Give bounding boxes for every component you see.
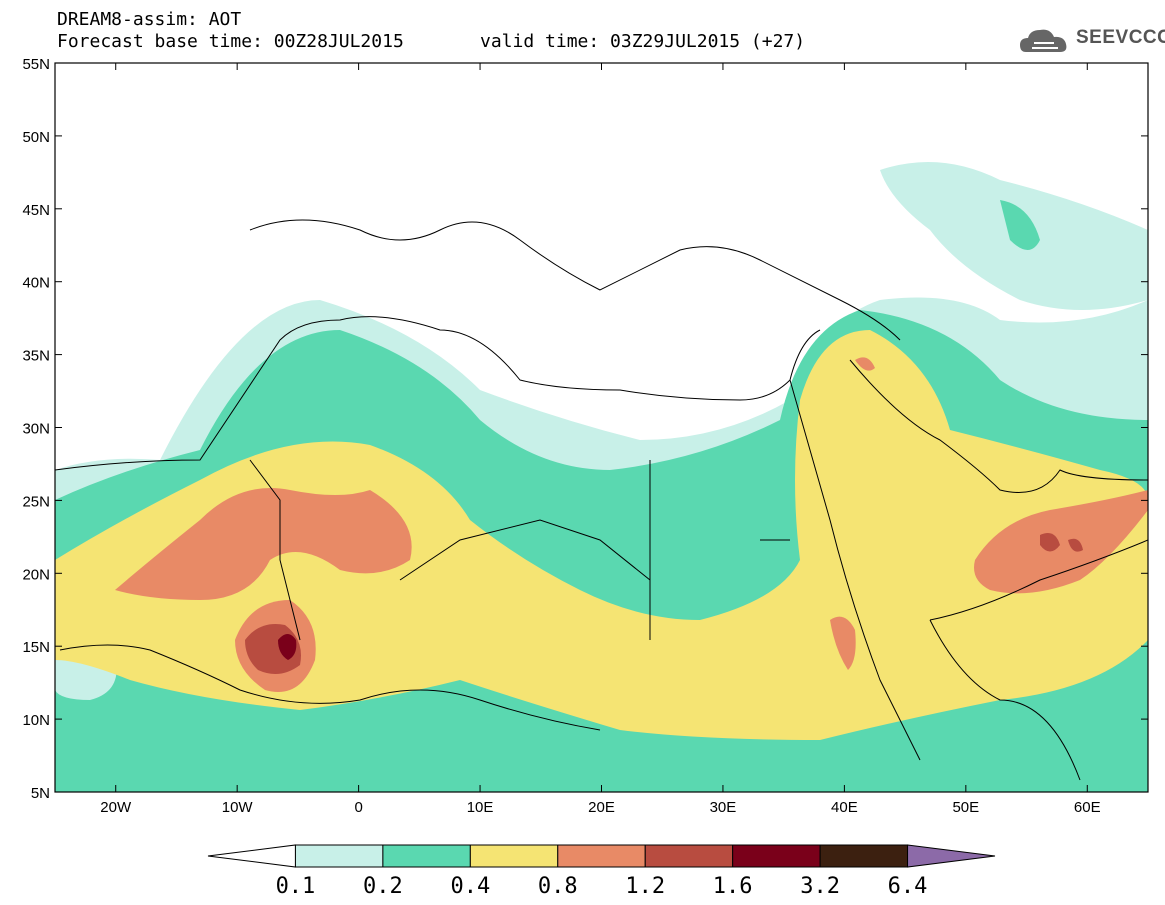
valid-time: valid time: 03Z29JUL2015 (+27) — [480, 31, 806, 52]
lat-label: 30N — [22, 421, 50, 438]
colorbar-arrow-high — [907, 844, 996, 868]
colorbar-box — [469, 844, 559, 868]
lat-label: 40N — [22, 275, 50, 292]
colorbar-label: 3.2 — [800, 874, 840, 899]
lon-axis: 20W 10W 0 10E 20E 30E 40E 50E 60E — [100, 63, 1101, 816]
lon-label: 10W — [222, 799, 254, 816]
colorbar-box — [819, 844, 909, 868]
colorbar-box — [382, 844, 471, 868]
lon-label: 0 — [354, 799, 362, 816]
lon-label: 30E — [710, 799, 737, 816]
lat-label: 15N — [22, 639, 50, 656]
colorbar-box — [732, 844, 821, 868]
lat-label: 50N — [22, 129, 50, 146]
colorbar-label: 1.2 — [625, 874, 665, 899]
lat-label: 25N — [22, 493, 50, 510]
colorbar-box — [557, 844, 646, 868]
colorbar-box — [644, 844, 734, 868]
lon-label: 60E — [1074, 799, 1101, 816]
lat-label: 35N — [22, 348, 50, 365]
colorbar-label: 6.4 — [888, 874, 928, 899]
colorbar-label: 1.6 — [713, 874, 753, 899]
lon-label: 10E — [467, 799, 494, 816]
cloud-icon — [1020, 29, 1067, 52]
coastlines — [55, 219, 1148, 781]
colorbar-box — [294, 844, 384, 868]
logo-text: SEEVCCC — [1076, 27, 1165, 48]
lat-label: 45N — [22, 202, 50, 219]
lon-label: 50E — [952, 799, 979, 816]
lat-label: 10N — [22, 712, 50, 729]
colorbar-label: 0.2 — [363, 874, 403, 899]
lat-label: 5N — [31, 785, 50, 802]
lon-label: 40E — [831, 799, 858, 816]
base-time: Forecast base time: 00Z28JUL2015 — [57, 31, 404, 52]
colorbar: 0.1 0.2 0.4 0.8 1.2 1.6 3.2 6.4 — [207, 844, 996, 899]
lat-label: 55N — [22, 56, 50, 73]
colorbar-label: 0.4 — [450, 874, 490, 899]
colorbar-label: 0.8 — [538, 874, 578, 899]
colorbar-arrow-low — [207, 844, 296, 868]
lat-axis: 55N 50N 45N 40N 35N 30N 25N 20N 15N 10N 5N — [22, 56, 1148, 802]
title-line1: DREAM8-assim: AOT — [57, 9, 242, 30]
lat-label: 20N — [22, 566, 50, 583]
lon-label: 20W — [100, 799, 132, 816]
aot-field — [55, 162, 1148, 792]
colorbar-label: 0.1 — [276, 874, 316, 899]
lon-label: 20E — [588, 799, 615, 816]
